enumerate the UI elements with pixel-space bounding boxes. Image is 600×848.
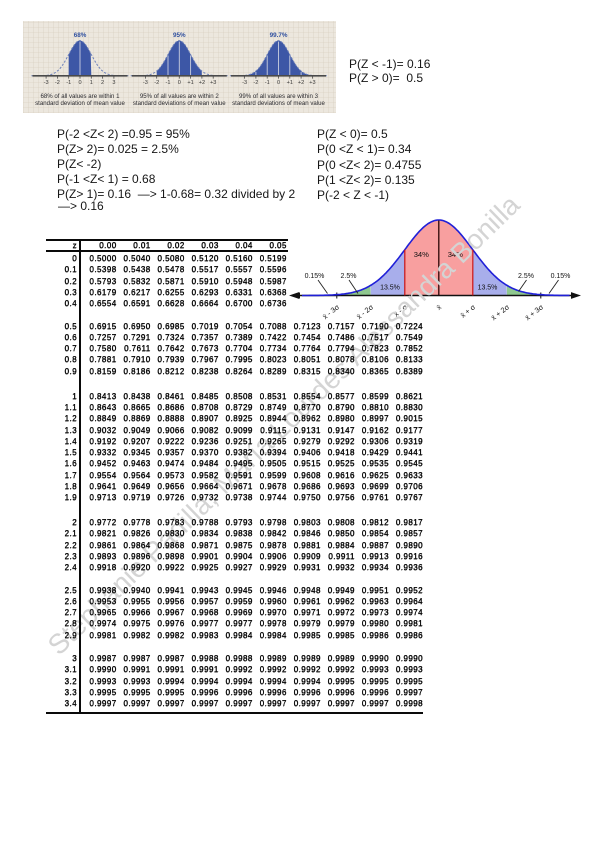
svg-text:standard deviations of mean va: standard deviations of mean value bbox=[232, 100, 325, 107]
svg-text:3: 3 bbox=[112, 80, 115, 86]
svg-text:95%: 95% bbox=[173, 32, 186, 39]
svg-text:0: 0 bbox=[277, 80, 280, 86]
svg-text:x̄ - 3σ: x̄ - 3σ bbox=[321, 302, 342, 321]
svg-text:13.5%: 13.5% bbox=[380, 285, 400, 292]
svg-text:-3: -3 bbox=[143, 80, 148, 86]
svg-text:-3: -3 bbox=[242, 80, 247, 86]
svg-text:standard deviations of mean va: standard deviations of mean value bbox=[133, 100, 226, 107]
svg-text:-2: -2 bbox=[253, 80, 258, 86]
svg-text:99.7%: 99.7% bbox=[270, 32, 288, 39]
svg-text:0: 0 bbox=[178, 80, 181, 86]
svg-text:x̄: x̄ bbox=[435, 302, 444, 312]
svg-text:x̄ + 2σ: x̄ + 2σ bbox=[489, 302, 511, 321]
svg-text:2.5%: 2.5% bbox=[341, 273, 357, 280]
svg-text:-3: -3 bbox=[44, 80, 49, 86]
svg-text:0.15%: 0.15% bbox=[305, 273, 325, 280]
svg-text:+3: +3 bbox=[309, 80, 315, 86]
svg-text:-1: -1 bbox=[166, 80, 171, 86]
svg-text:34%: 34% bbox=[448, 250, 463, 259]
svg-text:95% of all values are within 2: 95% of all values are within 2 bbox=[140, 93, 220, 100]
svg-text:+2: +2 bbox=[298, 80, 304, 86]
svg-text:-1: -1 bbox=[265, 80, 270, 86]
svg-text:x̄ + 3σ: x̄ + 3σ bbox=[523, 302, 545, 321]
svg-text:+3: +3 bbox=[210, 80, 216, 86]
svg-text:standard deviation of mean val: standard deviation of mean value bbox=[35, 100, 125, 107]
svg-text:99% of all values are within 3: 99% of all values are within 3 bbox=[239, 93, 319, 100]
svg-text:68% of all values are within 1: 68% of all values are within 1 bbox=[41, 93, 121, 100]
svg-text:1: 1 bbox=[90, 80, 93, 86]
svg-text:2: 2 bbox=[101, 80, 104, 86]
svg-text:-2: -2 bbox=[154, 80, 159, 86]
svg-text:x̄ + σ: x̄ + σ bbox=[459, 302, 478, 320]
svg-text:2.5%: 2.5% bbox=[518, 273, 534, 280]
svg-text:0.15%: 0.15% bbox=[551, 273, 571, 280]
svg-text:34%: 34% bbox=[414, 250, 429, 259]
svg-text:+1: +1 bbox=[187, 80, 193, 86]
svg-text:13.5%: 13.5% bbox=[478, 285, 498, 292]
svg-text:+1: +1 bbox=[287, 80, 293, 86]
svg-text:68%: 68% bbox=[74, 32, 87, 39]
svg-text:-2: -2 bbox=[55, 80, 60, 86]
svg-text:+2: +2 bbox=[199, 80, 205, 86]
svg-text:0: 0 bbox=[78, 80, 81, 86]
svg-text:-1: -1 bbox=[66, 80, 71, 86]
